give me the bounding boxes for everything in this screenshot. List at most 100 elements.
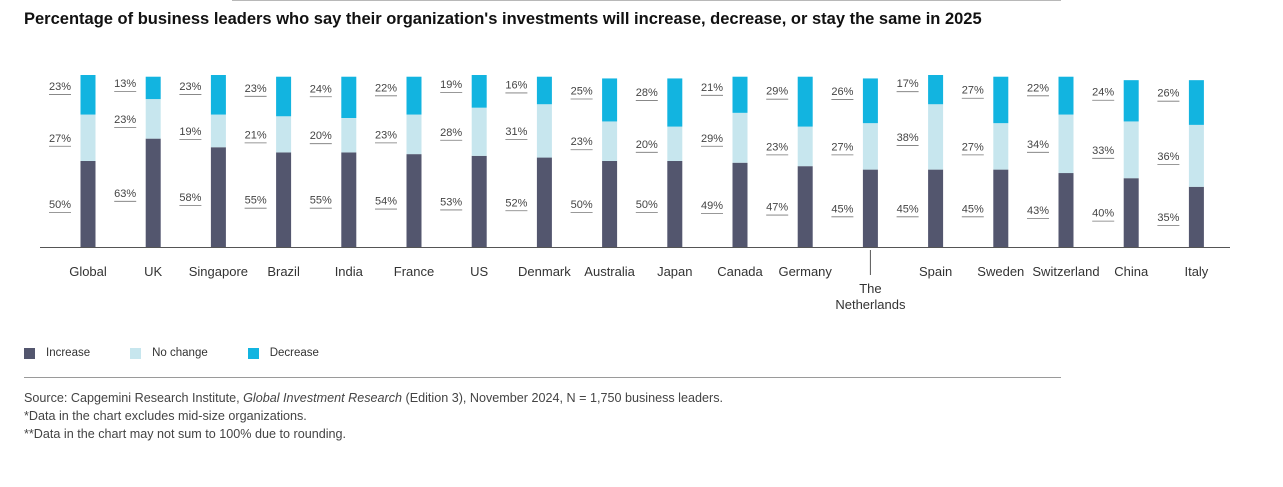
data-label-increase-germany: 47% (766, 202, 788, 214)
bar-no-change-the-netherlands (862, 123, 878, 170)
data-label-decrease-singapore: 23% (179, 81, 201, 93)
data-label-no-change-us: 28% (440, 127, 462, 139)
data-label-increase-sweden: 45% (962, 203, 984, 215)
bar-increase-canada (732, 162, 748, 247)
bar-decrease-the-netherlands (862, 78, 878, 124)
bar-decrease-india (341, 76, 357, 118)
bar-decrease-china (1123, 80, 1139, 122)
data-label-increase-brazil: 55% (245, 195, 267, 207)
data-label-decrease-japan: 28% (636, 87, 658, 99)
bar-increase-switzerland (1058, 173, 1074, 247)
bar-increase-brazil (276, 152, 292, 247)
x-tick-label-japan: Japan (657, 264, 692, 279)
data-label-decrease-india: 24% (310, 83, 332, 95)
bar-increase-spain (928, 169, 944, 247)
legend-swatch-increase (24, 347, 35, 359)
data-label-no-change-china: 33% (1092, 145, 1114, 157)
bar-decrease-global (80, 75, 96, 115)
data-label-no-change-denmark: 31% (505, 126, 527, 138)
bar-no-change-canada (732, 112, 748, 163)
data-label-no-change-sweden: 27% (962, 141, 984, 153)
data-label-increase-china: 40% (1092, 208, 1114, 220)
data-label-no-change-germany: 23% (766, 141, 788, 153)
x-tick-label-the-netherlands-line2: Netherlands (835, 297, 906, 312)
bar-decrease-singapore (210, 75, 226, 115)
data-label-no-change-uk: 23% (114, 114, 136, 126)
data-label-decrease-canada: 21% (701, 82, 723, 94)
bar-decrease-brazil (276, 76, 292, 117)
data-label-decrease-sweden: 27% (962, 85, 984, 97)
x-tick-label-global: Global (69, 264, 107, 279)
chart-title: Percentage of business leaders who say t… (24, 10, 982, 28)
data-label-decrease-france: 22% (375, 82, 397, 94)
data-label-decrease-us: 19% (440, 79, 462, 91)
data-label-increase-italy: 35% (1157, 212, 1179, 224)
x-tick-label-denmark: Denmark (518, 264, 571, 279)
bar-no-change-denmark (536, 104, 552, 158)
bar-no-change-germany (797, 126, 813, 167)
data-label-no-change-france: 23% (375, 129, 397, 141)
bar-no-change-global (80, 114, 96, 161)
data-label-decrease-denmark: 16% (505, 79, 527, 91)
bar-increase-sweden (993, 169, 1009, 247)
data-label-no-change-the-netherlands: 27% (831, 141, 853, 153)
bar-no-change-brazil (276, 116, 292, 153)
data-label-increase-india: 55% (310, 195, 332, 207)
x-tick-label-france: France (394, 264, 434, 279)
bar-increase-germany (797, 166, 813, 247)
legend-item-decrease: Decrease (247, 347, 319, 359)
data-label-increase-denmark: 52% (505, 197, 527, 209)
data-label-decrease-the-netherlands: 26% (831, 86, 853, 98)
source-prefix: Source: Capgemini Research Institute, (24, 391, 244, 405)
data-label-no-change-spain: 38% (897, 132, 919, 144)
bar-increase-france (406, 154, 422, 247)
bar-no-change-india (341, 118, 357, 153)
legend: Increase No change Decrease (24, 347, 359, 359)
bar-no-change-australia (602, 121, 618, 161)
bar-increase-us (471, 155, 487, 247)
footer-divider (24, 377, 1061, 378)
x-tick-label-china: China (1114, 264, 1149, 279)
stacked-bar-chart: 50% 27% 23% Global 63% 23% 13% UK 58% 19% 23% Singa… (40, 75, 1230, 312)
legend-swatch-no-change (130, 347, 142, 359)
data-label-no-change-singapore: 19% (179, 126, 201, 138)
data-label-decrease-uk: 13% (114, 78, 136, 90)
data-label-decrease-switzerland: 22% (1027, 82, 1049, 94)
bar-increase-china (1123, 178, 1139, 247)
bar-decrease-japan (667, 78, 683, 127)
bar-increase-singapore (210, 147, 226, 247)
bar-no-change-us (471, 107, 487, 156)
data-label-decrease-australia: 25% (571, 85, 593, 97)
data-label-no-change-canada: 29% (701, 133, 723, 145)
bar-no-change-china (1123, 121, 1139, 179)
x-tick-label-canada: Canada (717, 264, 763, 279)
data-label-increase-australia: 50% (571, 199, 593, 211)
x-tick-label-brazil: Brazil (267, 264, 300, 279)
data-label-increase-france: 54% (375, 196, 397, 208)
top-divider (232, 0, 1061, 1)
data-label-increase-us: 53% (440, 196, 462, 208)
legend-label-no-change: No change (152, 347, 208, 359)
x-tick-label-italy: Italy (1184, 264, 1208, 279)
data-label-no-change-global: 27% (49, 133, 71, 145)
bar-decrease-spain (928, 75, 944, 105)
data-label-decrease-china: 24% (1092, 87, 1114, 99)
footnotes: Source: Capgemini Research Institute, Gl… (24, 389, 723, 443)
x-tick-label-sweden: Sweden (977, 264, 1024, 279)
source-suffix: (Edition 3), November 2024, N = 1,750 bu… (402, 391, 723, 405)
footnote-1: *Data in the chart excludes mid-size org… (24, 409, 307, 423)
data-label-no-change-italy: 36% (1157, 151, 1179, 163)
data-label-decrease-italy: 26% (1157, 88, 1179, 100)
bar-increase-italy (1188, 186, 1204, 247)
data-label-increase-global: 50% (49, 199, 71, 211)
bar-decrease-sweden (993, 76, 1009, 124)
bar-decrease-australia (602, 78, 618, 122)
data-label-no-change-australia: 23% (571, 136, 593, 148)
bar-no-change-spain (928, 104, 944, 170)
data-label-no-change-brazil: 21% (245, 129, 267, 141)
bar-no-change-italy (1188, 124, 1204, 187)
bar-no-change-switzerland (1058, 114, 1074, 174)
data-label-increase-singapore: 58% (179, 192, 201, 204)
bar-increase-global (80, 161, 96, 247)
bar-decrease-france (406, 76, 422, 115)
